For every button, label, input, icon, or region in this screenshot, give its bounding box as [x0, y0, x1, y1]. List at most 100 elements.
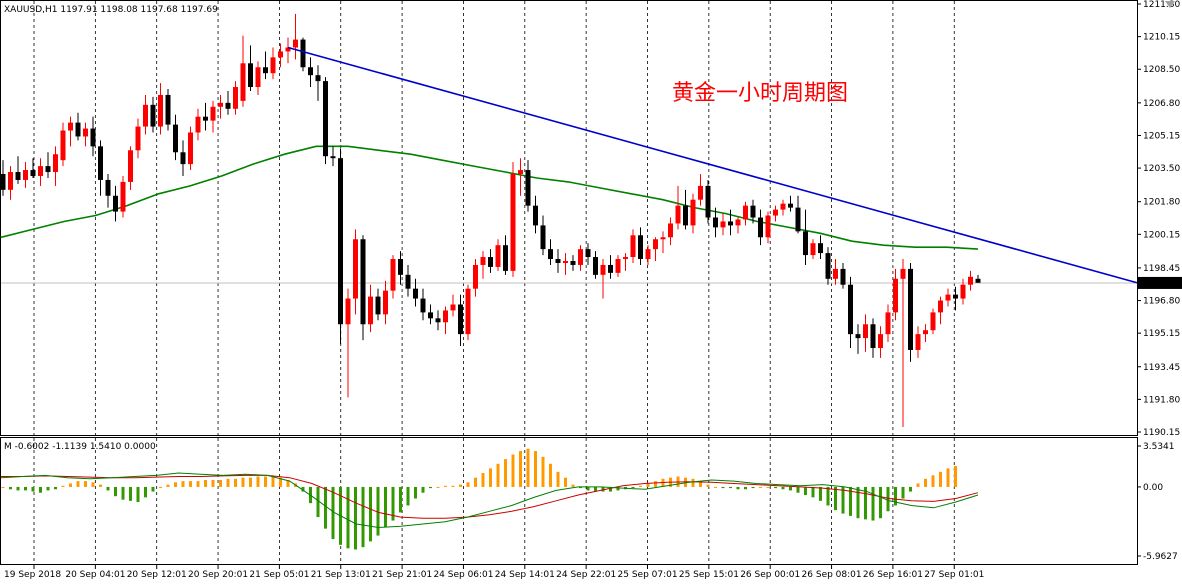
candle-body [570, 260, 576, 265]
macd-histogram-bar [834, 486, 837, 511]
macd-histogram-bar [931, 475, 935, 487]
current-price-tag [1138, 276, 1182, 289]
macd-histogram-bar [91, 482, 95, 487]
price-tick-label: 1195.15 [1143, 329, 1180, 339]
candle-body [945, 294, 951, 301]
candle-body [195, 116, 201, 133]
candle-body [143, 104, 148, 127]
candle-body [585, 249, 591, 258]
candle-body [98, 146, 103, 180]
candle-body [510, 174, 516, 271]
macd-histogram-bar [9, 486, 12, 490]
triangle-down-icon[interactable] [1164, 0, 1176, 10]
macd-histogram-bar [541, 456, 545, 487]
time-tick-label: 20 Sep 12:01 [127, 570, 187, 580]
time-tick-label: 24 Sep 14:01 [495, 570, 555, 580]
candle-body [323, 81, 328, 157]
candle-body [210, 106, 216, 121]
candle-body [495, 245, 501, 267]
price-tick-label: 1201.80 [1143, 198, 1180, 208]
macd-histogram-bar [384, 486, 387, 528]
macd-histogram-bar [1, 486, 5, 488]
macd-histogram-bar [549, 463, 552, 487]
candle-body [120, 181, 126, 212]
macd-histogram-bar [234, 478, 237, 487]
macd-histogram-bar [414, 486, 417, 499]
time-tick-label: 19 Sep 2018 [4, 570, 61, 580]
candle-body [248, 63, 253, 88]
candle-body [608, 264, 613, 273]
macd-histogram-bar [534, 451, 537, 487]
macd-histogram-bar [616, 486, 620, 491]
price-tick-label: 1190.15 [1143, 428, 1180, 438]
macd-histogram-bar [691, 478, 695, 487]
trendline-layer[interactable] [287, 46, 1138, 284]
candle-body [45, 166, 51, 173]
candle-body [0, 174, 6, 190]
candle-body [263, 67, 268, 74]
macd-histogram-bar [579, 486, 582, 489]
candle-body [893, 278, 898, 313]
candle-body [360, 239, 366, 325]
candle-body [870, 324, 876, 348]
time-tick-label: 26 Sep 08:01 [802, 570, 862, 580]
time-tick-label: 21 Sep 05:01 [249, 570, 309, 580]
candle-body [705, 185, 711, 218]
price-tick-label: 1193.45 [1143, 363, 1180, 373]
candle-body [788, 203, 793, 208]
candle-body [758, 217, 763, 238]
candle-body [473, 264, 478, 289]
macd-histogram-bar [609, 486, 612, 492]
price-tick-label: 1191.80 [1143, 395, 1180, 405]
candle-body [960, 284, 966, 299]
candle-body [218, 102, 223, 107]
macd-histogram-bar [601, 486, 605, 492]
moving-average-layer [0, 145, 979, 250]
macd-histogram-bar [564, 477, 567, 487]
time-tick-label: 20 Sep 04:01 [65, 570, 125, 580]
macd-histogram-bar [24, 486, 27, 491]
price-tick-label: 1203.50 [1143, 164, 1180, 174]
candle-body [308, 67, 313, 76]
candle-body [660, 237, 666, 240]
candle-body [413, 288, 418, 299]
macd-histogram-bar [646, 483, 650, 487]
macd-plot-frame [0, 437, 1138, 565]
candle-body [83, 128, 88, 137]
candle-body [750, 205, 756, 218]
macd-histogram-bar [16, 486, 20, 491]
candle-body [968, 276, 973, 285]
macd-histogram-bar [586, 486, 590, 491]
macd-histogram-bar [811, 486, 815, 498]
macd-histogram-bar [789, 486, 792, 491]
candle-body [270, 57, 276, 74]
candles-layer [0, 13, 981, 428]
time-tick-label: 21 Sep 13:01 [311, 570, 371, 580]
price-tick-label: 1200.15 [1143, 230, 1180, 240]
candle-body [30, 170, 36, 176]
candle-body [600, 264, 606, 275]
macd-histogram-bar [249, 477, 252, 487]
candle-body [173, 124, 178, 153]
macd-histogram-bar [121, 486, 125, 500]
candle-body [623, 257, 628, 260]
time-tick-label: 26 Sep 16:01 [863, 570, 923, 580]
symbol-info-text: XAUUSD,H1 1197.91 1198.08 1197.68 1197.6… [4, 5, 218, 15]
macd-histogram-bar [331, 486, 335, 540]
macd-histogram-bar [324, 486, 327, 529]
candle-body [480, 257, 486, 265]
candle-body [203, 116, 208, 121]
candle-body [728, 221, 733, 226]
candle-body [720, 221, 726, 228]
candle-body [548, 249, 553, 260]
candle-body [533, 205, 538, 226]
macd-histogram-bar [84, 481, 87, 487]
candle-body [540, 225, 546, 250]
candle-body [188, 132, 193, 165]
macd-histogram-bar [511, 454, 515, 487]
macd-histogram-bar [181, 481, 185, 487]
candle-body [383, 290, 388, 315]
candle-body [615, 259, 621, 273]
macd-histogram-bar [706, 484, 710, 487]
